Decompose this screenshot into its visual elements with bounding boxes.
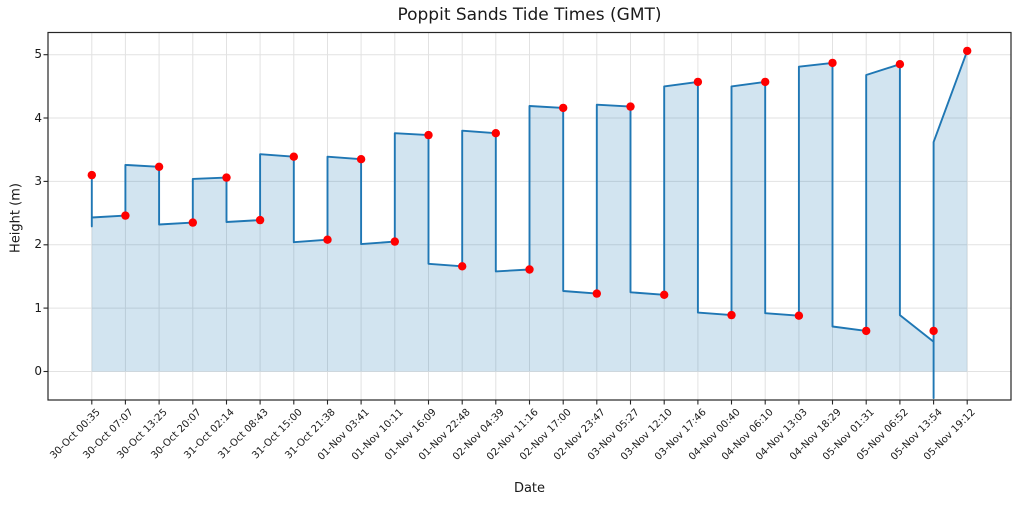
- y-tick-label: 5: [34, 47, 42, 62]
- tide-event-marker: [87, 170, 97, 180]
- tide-event-marker: [525, 265, 534, 274]
- y-tick-label: 1: [34, 300, 42, 315]
- tide-event-marker: [862, 326, 871, 336]
- axes-border: [47, 31, 1012, 401]
- tide-event-marker: [424, 130, 433, 140]
- tide-event-marker: [390, 237, 399, 246]
- tide-event-marker: [592, 289, 601, 298]
- y-tick-label: 2: [34, 237, 42, 252]
- tide-event-marker: [895, 59, 905, 69]
- tide-event-marker: [761, 77, 770, 87]
- tide-event-marker: [255, 215, 265, 225]
- tide-event-marker: [794, 311, 804, 320]
- tide-event-marker: [222, 173, 231, 182]
- y-tick-label: 3: [34, 173, 42, 188]
- tide-event-marker: [828, 58, 837, 68]
- tide-event-marker: [626, 102, 635, 111]
- x-axis-label: Date: [513, 481, 546, 496]
- tide-event-marker: [289, 152, 298, 161]
- tide-event-marker: [693, 77, 703, 87]
- tide-event-marker: [458, 262, 467, 271]
- tide-event-marker: [963, 46, 972, 56]
- tide-event-marker: [929, 326, 938, 336]
- y-tick-label: 4: [34, 110, 42, 125]
- tide-event-marker: [323, 235, 332, 244]
- tide-event-marker: [121, 211, 130, 220]
- chart-title: Poppit Sands Tide Times (GMT): [397, 5, 662, 25]
- tide-event-marker: [188, 218, 197, 227]
- tide-event-marker: [154, 162, 164, 171]
- tide-event-marker: [727, 310, 736, 320]
- tide-event-marker: [660, 290, 669, 299]
- tide-event-marker: [356, 155, 366, 164]
- y-tick-label: 0: [34, 363, 42, 378]
- tide-event-marker: [559, 103, 568, 113]
- tide-event-marker: [491, 129, 500, 138]
